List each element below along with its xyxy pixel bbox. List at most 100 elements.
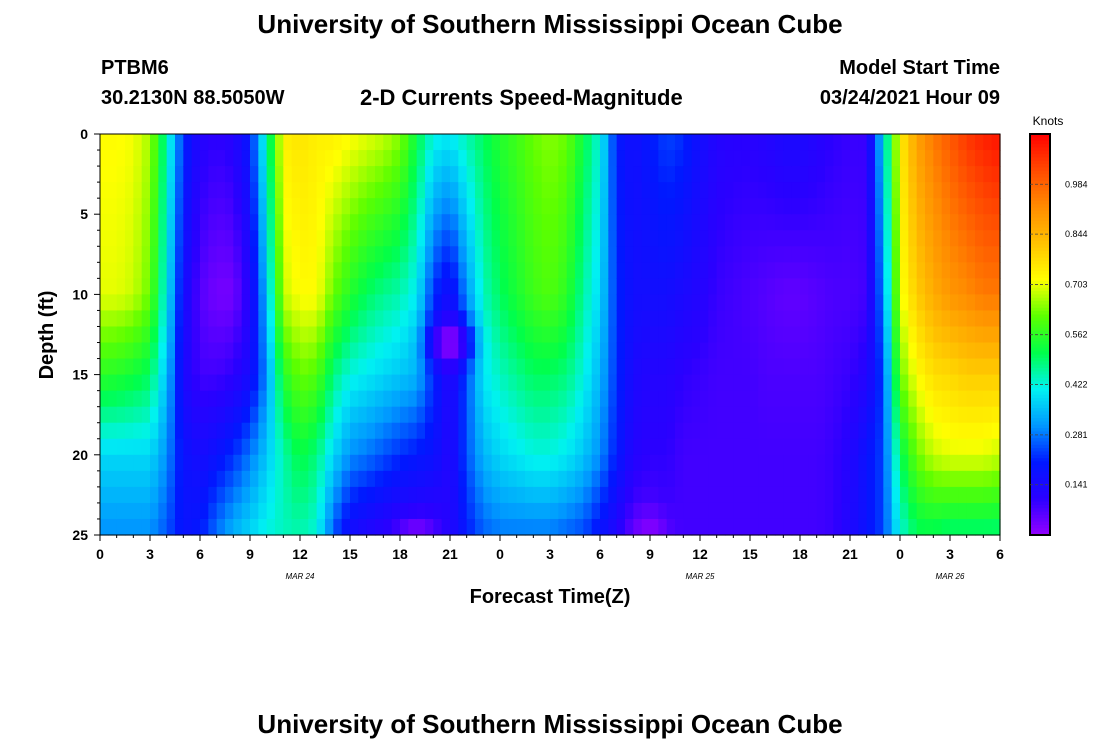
heatmap-cell xyxy=(275,454,284,472)
heatmap-cell xyxy=(475,214,484,231)
heatmap-cell xyxy=(158,502,168,520)
heatmap-cell xyxy=(900,390,909,408)
heatmap-cell xyxy=(833,198,843,215)
colorbar-segment xyxy=(1030,408,1050,412)
heatmap-cell xyxy=(300,230,309,247)
heatmap-cell xyxy=(708,278,718,295)
heatmap-cell xyxy=(933,150,943,167)
heatmap-cell xyxy=(258,470,268,488)
heatmap-cell xyxy=(725,310,734,328)
heatmap-cell xyxy=(558,358,568,376)
heatmap-cell xyxy=(975,486,984,504)
heatmap-cell xyxy=(316,198,326,215)
heatmap-cell xyxy=(558,406,568,424)
heatmap-cell xyxy=(241,262,251,279)
heatmap-cell xyxy=(883,294,893,312)
heatmap-cell xyxy=(325,342,334,360)
heatmap-cell xyxy=(150,358,159,376)
heatmap-cell xyxy=(525,486,534,504)
heatmap-cell xyxy=(350,278,359,295)
heatmap-cell xyxy=(341,214,351,231)
heatmap-cell xyxy=(150,166,159,183)
heatmap-cell xyxy=(850,294,859,312)
heatmap-cell xyxy=(375,198,384,215)
heatmap-cell xyxy=(433,422,443,440)
heatmap-cell xyxy=(391,150,401,167)
heatmap-cell xyxy=(841,278,851,295)
heatmap-cell xyxy=(491,134,501,151)
heatmap-cell xyxy=(408,358,418,376)
heatmap-cell xyxy=(725,438,734,456)
heatmap-cell xyxy=(783,342,793,360)
heatmap-cell xyxy=(550,214,559,231)
heatmap-cell xyxy=(458,214,468,231)
heatmap-cell xyxy=(283,406,293,424)
heatmap-cell xyxy=(425,342,434,360)
heatmap-cell xyxy=(800,262,809,279)
heatmap-cell xyxy=(433,134,443,151)
heatmap-cell xyxy=(241,390,251,408)
heatmap-cell xyxy=(741,342,751,360)
heatmap-cell xyxy=(800,326,809,344)
heatmap-cell xyxy=(266,214,276,231)
heatmap-cell xyxy=(250,278,259,295)
heatmap-cell xyxy=(483,294,493,312)
heatmap-cell xyxy=(525,518,534,536)
heatmap-cell xyxy=(608,470,618,488)
heatmap-cell xyxy=(975,342,984,360)
heatmap-cell xyxy=(150,518,159,536)
heatmap-cell xyxy=(275,486,284,504)
heatmap-cell xyxy=(766,214,776,231)
heatmap-cell xyxy=(500,182,509,199)
heatmap-cell xyxy=(833,518,843,536)
heatmap-cell xyxy=(875,262,884,279)
heatmap-cell xyxy=(141,374,151,392)
heatmap-cell xyxy=(958,246,968,263)
heatmap-cell xyxy=(633,390,643,408)
heatmap-cell xyxy=(441,294,451,312)
heatmap-cell xyxy=(150,246,159,263)
heatmap-cell xyxy=(208,294,218,312)
heatmap-cell xyxy=(800,438,809,456)
heatmap-cell xyxy=(550,230,559,247)
heatmap-cell xyxy=(991,390,1001,408)
heatmap-cell xyxy=(416,470,426,488)
heatmap-cell xyxy=(383,166,393,183)
heatmap-cell xyxy=(258,422,268,440)
heatmap-cell xyxy=(466,486,476,504)
heatmap-cell xyxy=(325,358,334,376)
heatmap-cell xyxy=(175,470,184,488)
heatmap-cell xyxy=(166,278,176,295)
colorbar-segment xyxy=(1030,384,1050,389)
heatmap-cell xyxy=(775,150,784,167)
heatmap-cell xyxy=(158,182,168,199)
heatmap-cell xyxy=(541,406,551,424)
heatmap-cell xyxy=(433,182,443,199)
heatmap-cell xyxy=(316,230,326,247)
heatmap-cell xyxy=(683,198,693,215)
heatmap-cell xyxy=(825,150,834,167)
heatmap-cell xyxy=(833,278,843,295)
heatmap-cell xyxy=(766,182,776,199)
heatmap-cell xyxy=(608,406,618,424)
heatmap-cell xyxy=(958,390,968,408)
heatmap-cell xyxy=(158,374,168,392)
heatmap-cells xyxy=(100,134,1001,536)
heatmap-cell xyxy=(233,518,243,536)
heatmap-cell xyxy=(525,422,534,440)
heatmap-cell xyxy=(266,182,276,199)
heatmap-cell xyxy=(158,422,168,440)
heatmap-cell xyxy=(233,246,243,263)
heatmap-cell xyxy=(983,166,993,183)
heatmap-cell xyxy=(683,262,693,279)
heatmap-cell xyxy=(483,198,493,215)
heatmap-cell xyxy=(175,246,184,263)
heatmap-cell xyxy=(491,246,501,263)
heatmap-cell xyxy=(825,454,834,472)
heatmap-cell xyxy=(491,150,501,167)
heatmap-cell xyxy=(416,246,426,263)
heatmap-cell xyxy=(100,422,109,440)
heatmap-cell xyxy=(166,422,176,440)
heatmap-cell xyxy=(866,182,876,199)
heatmap-cell xyxy=(708,326,718,344)
